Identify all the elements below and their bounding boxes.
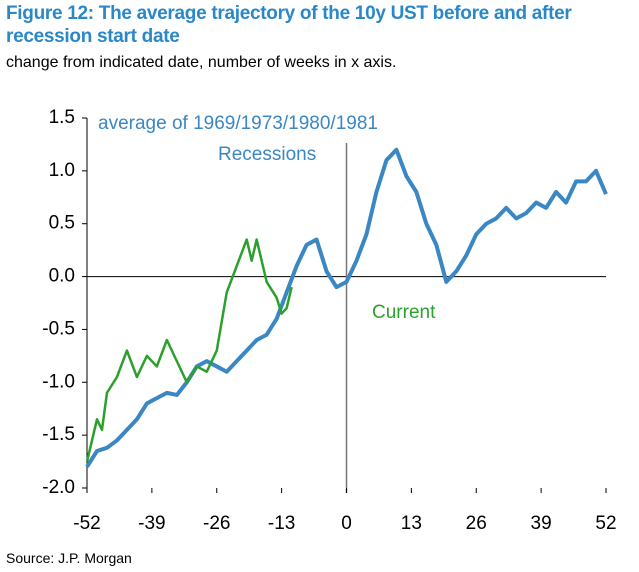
series-label: Current [372,302,436,323]
x-tick-label: -26 [203,513,230,534]
x-tick-label: 0 [341,513,352,534]
y-tick-label: -1.0 [42,371,75,392]
x-tick-label: 26 [466,513,487,534]
chart: -2.0 -1.5 -1.0 -0.5 0.0 0.5 1.0 1.5 -52 -39 -26 -13… [42,107,616,534]
data-line [85,238,293,462]
x-tick-label: 52 [595,513,616,534]
y-tick-label: 1.0 [49,160,75,181]
annotation: average of 1969/1973/1980/1981 [98,113,378,134]
y-tick-label: 0.0 [49,266,75,287]
y-tick-label: -1.5 [42,424,75,445]
x-tick-label: 13 [401,513,422,534]
series-label: Recessions [218,144,316,165]
data-line [85,147,608,468]
x-tick-label: 39 [531,513,552,534]
y-tick-label: 0.5 [49,213,75,234]
chart-subtitle: change from indicated date, number of we… [6,54,397,71]
y-tick-label: -2.0 [42,477,75,498]
y-tick-label: 1.5 [49,107,75,128]
source-note: Source: J.P. Morgan [6,550,132,566]
x-tick-label: -39 [138,513,165,534]
x-tick-label: -13 [268,513,295,534]
chart-title: Figure 12: The average trajectory of the… [6,3,572,47]
y-tick-label: -0.5 [42,318,75,339]
x-tick-label: -52 [73,513,100,534]
